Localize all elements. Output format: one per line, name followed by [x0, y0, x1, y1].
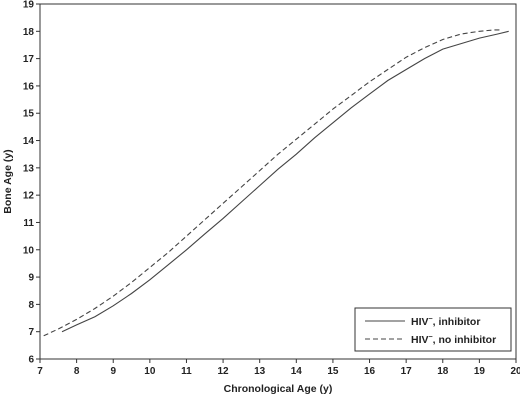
y-tick-label: 9	[28, 273, 34, 284]
y-axis-title: Bone Age (y)	[2, 149, 14, 213]
legend-label-inhibitor: HIV−, inhibitor	[411, 316, 480, 328]
x-tick-label: 11	[181, 366, 192, 377]
x-tick-label: 15	[327, 366, 339, 377]
y-tick-label: 18	[23, 27, 35, 38]
y-tick-label: 6	[28, 355, 34, 366]
legend-label-inhibitor-rest: , inhibitor	[433, 316, 481, 328]
x-tick-label: 10	[144, 366, 156, 377]
y-tick-label: 17	[23, 54, 35, 65]
plot-frame	[39, 3, 517, 360]
y-tick-label: 11	[23, 218, 34, 229]
x-tick-label: 16	[364, 366, 376, 377]
plot-border	[39, 3, 517, 360]
series-line-inhibitor	[61, 30, 509, 333]
x-tick-label: 7	[37, 366, 43, 377]
series-layer	[43, 29, 509, 337]
x-tick-label: 19	[474, 366, 486, 377]
x-tick-label: 18	[437, 366, 449, 377]
legend-label-no-inhibitor-sup: −	[429, 334, 433, 341]
legend-box	[354, 307, 512, 352]
x-tick-label: 12	[218, 366, 230, 377]
legend: HIV−, inhibitor HIV−, no inhibitor	[354, 307, 512, 352]
legend-label-inhibitor-sup: −	[429, 316, 433, 323]
y-tick-label: 16	[23, 81, 35, 92]
y-tick-label: 15	[23, 109, 35, 120]
x-tick-label: 8	[74, 366, 80, 377]
y-tick-label: 19	[23, 0, 35, 11]
legend-label-no-inhibitor-base: HIV	[411, 334, 429, 346]
axis-ticks: 7 8 9 10 11 12 13 14 15 16 17 18 19 20678910111213141…	[23, 0, 520, 377]
y-tick-label: 8	[28, 300, 34, 311]
x-tick-label: 14	[291, 366, 303, 377]
x-tick-label: 17	[401, 366, 413, 377]
series-line-no-inhibitor	[43, 29, 502, 337]
y-tick-label: 10	[23, 245, 35, 256]
x-tick-label: 9	[110, 366, 116, 377]
y-tick-label: 13	[23, 163, 35, 174]
legend-label-no-inhibitor: HIV−, no inhibitor	[411, 334, 496, 346]
y-tick-label: 7	[28, 327, 34, 338]
legend-label-inhibitor-base: HIV	[411, 316, 429, 328]
x-tick-label: 13	[254, 366, 266, 377]
y-tick-label: 12	[23, 191, 35, 202]
x-tick-label: 20	[510, 366, 520, 377]
legend-label-no-inhibitor-rest: , no inhibitor	[433, 334, 497, 346]
x-axis-title: Chronological Age (y)	[224, 383, 333, 395]
y-tick-label: 14	[23, 136, 35, 147]
